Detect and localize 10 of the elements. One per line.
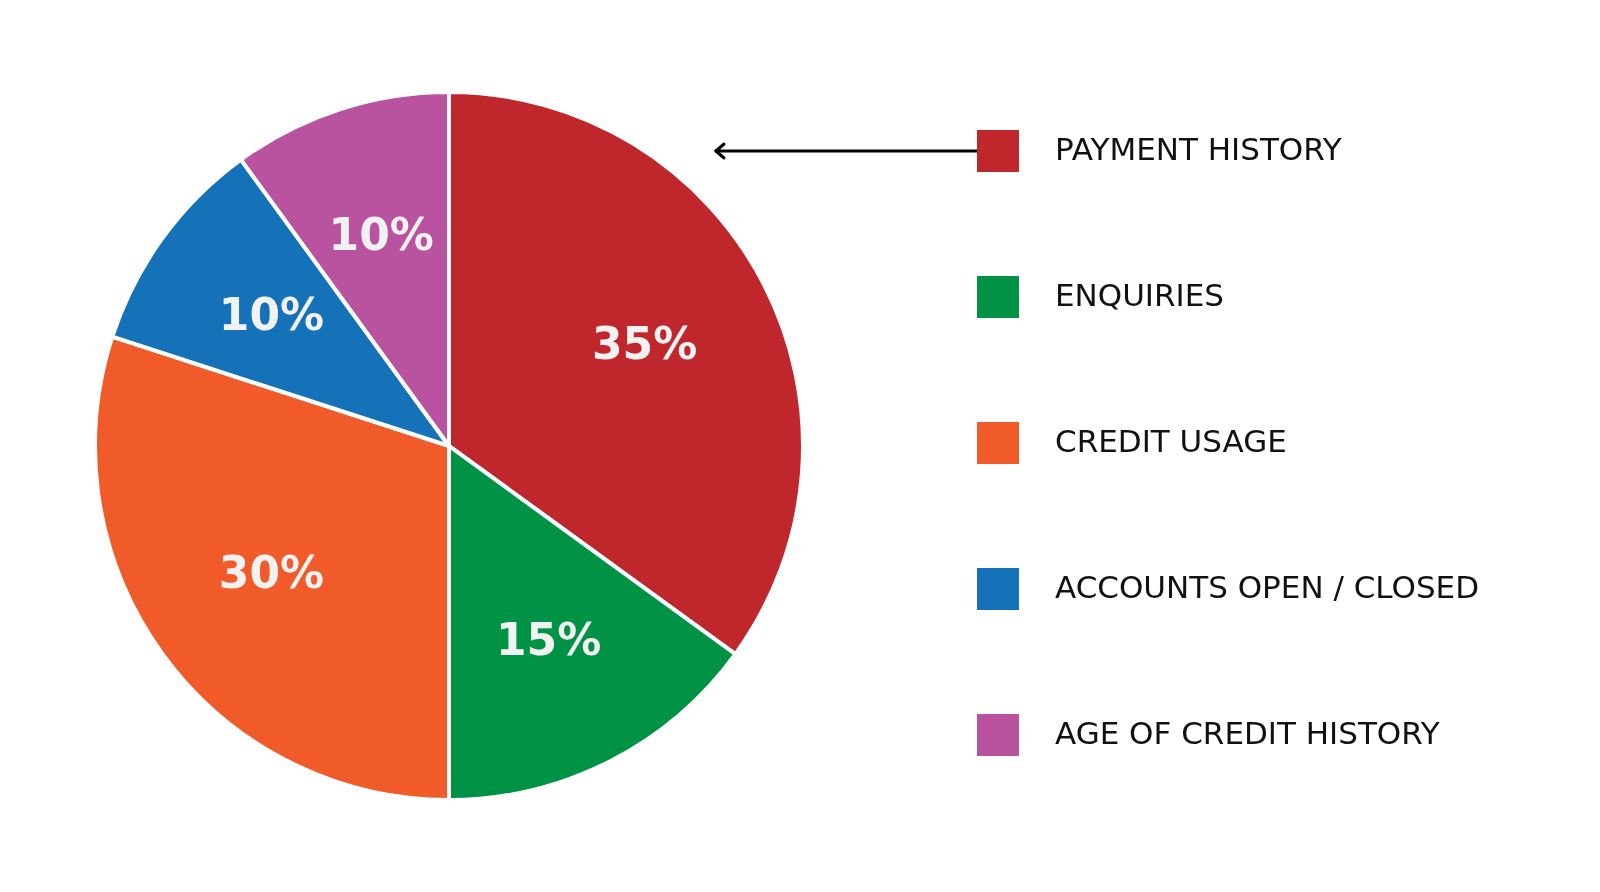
legend-label: CREDIT USAGE: [1055, 423, 1287, 459]
data-label: 10%: [218, 288, 325, 340]
legend-label: PAYMENT HISTORY: [1055, 131, 1342, 167]
data-label: 10%: [328, 209, 434, 261]
legend-label: ACCOUNTS OPEN / CLOSED: [1055, 569, 1480, 605]
data-label: 15%: [495, 613, 602, 665]
data-label: 35%: [591, 318, 698, 370]
data-label: 30%: [218, 547, 325, 599]
legend-label: ENQUIRIES: [1055, 277, 1224, 313]
legend-label: AGE OF CREDIT HISTORY: [1055, 715, 1440, 751]
